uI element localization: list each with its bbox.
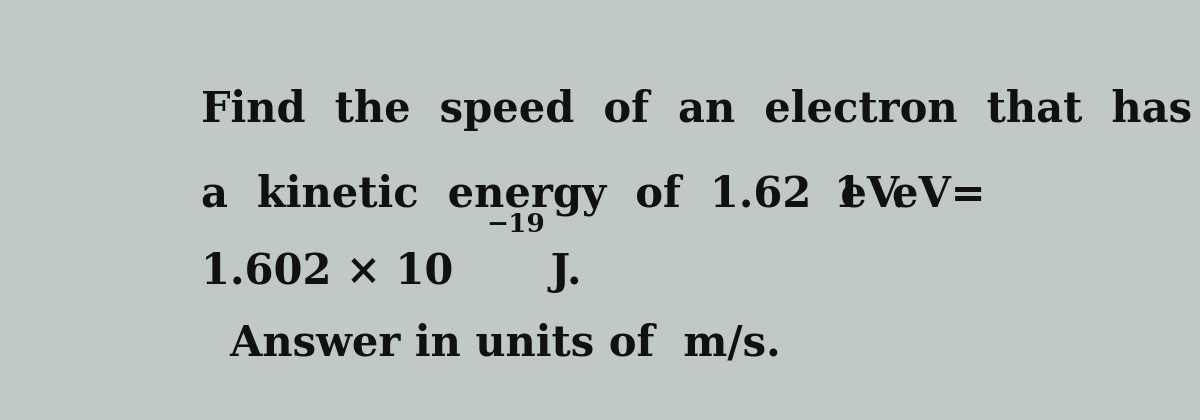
Text: a  kinetic  energy  of  1.62  eV.: a kinetic energy of 1.62 eV. [202, 173, 906, 216]
Text: −19: −19 [487, 212, 546, 237]
Text: 1.602 × 10: 1.602 × 10 [202, 251, 454, 293]
Text: Answer in units of  m/s.: Answer in units of m/s. [202, 322, 781, 364]
Text: J.: J. [536, 251, 582, 293]
Text: Find  the  speed  of  an  electron  that  has: Find the speed of an electron that has [202, 89, 1193, 131]
Text: 1  eV=: 1 eV= [834, 173, 985, 215]
